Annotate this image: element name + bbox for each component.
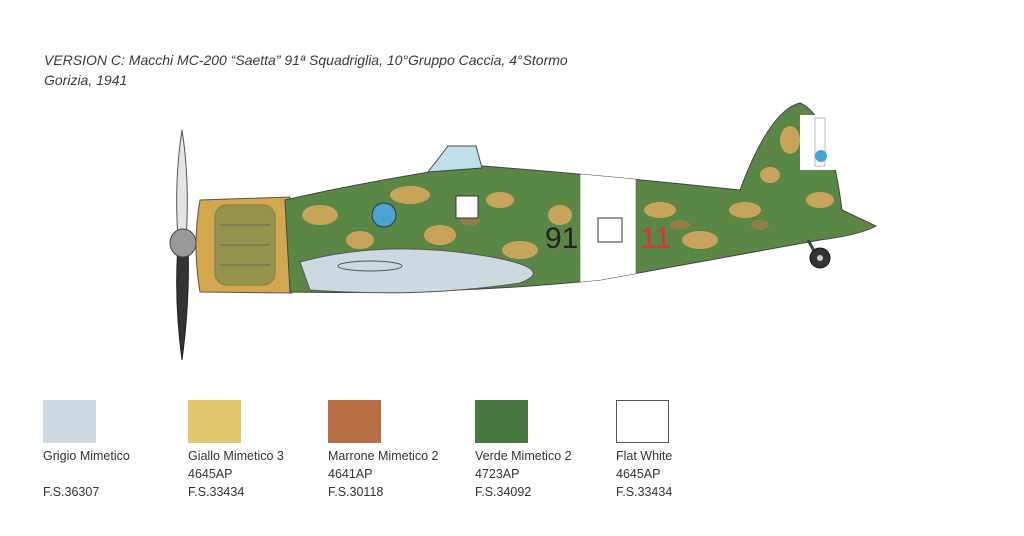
swatch-fs: F.S.33434 — [616, 485, 673, 499]
swatch-giallo-mimetico: Giallo Mimetico 3 4645AP F.S.33434 — [188, 400, 338, 499]
swatch-name: Flat White — [616, 449, 673, 463]
color-chip — [616, 400, 669, 443]
swatch-code: 4645AP — [188, 467, 233, 481]
fasces-badge — [597, 217, 623, 243]
version-title-line1: VERSION C: Macchi MC-200 “Saetta” 91ª Sq… — [44, 52, 568, 68]
swatch-fs: F.S.33434 — [188, 485, 245, 499]
rudder-cross — [800, 115, 840, 170]
swatch-name: Grigio Mimetico — [43, 449, 130, 463]
wing-underside — [299, 248, 534, 294]
version-title: VERSION C: Macchi MC-200 “Saetta” 91ª Sq… — [44, 50, 568, 90]
swatch-fs: F.S.36307 — [43, 485, 100, 499]
swatch-name: Giallo Mimetico 3 — [188, 449, 284, 463]
aircraft-profile-illustration: 91 11 — [169, 102, 878, 361]
swatch-fs: F.S.30118 — [328, 485, 384, 499]
swatch-code: 4723AP — [475, 467, 520, 481]
swatch-marrone-mimetico: Marrone Mimetico 2 4641AP F.S.30118 — [328, 400, 478, 499]
swatch-grigio-mimetico: Grigio Mimetico F.S.36307 — [43, 400, 193, 499]
color-chip — [475, 400, 528, 443]
squadron-number: 91 — [545, 222, 578, 255]
swatch-flat-white: Flat White 4645AP F.S.33434 — [616, 400, 766, 499]
propeller — [169, 129, 197, 361]
swatch-code: 4645AP — [616, 467, 661, 481]
swatch-name: Marrone Mimetico 2 — [328, 449, 439, 463]
swatch-verde-mimetico: Verde Mimetico 2 4723AP F.S.34092 — [475, 400, 625, 499]
aircraft-number: 11 — [640, 222, 671, 255]
swatch-code: 4641AP — [328, 467, 373, 481]
color-chip — [43, 400, 96, 443]
engine-detail — [214, 204, 276, 286]
cockpit-canopy — [426, 145, 483, 173]
unit-badge — [455, 195, 479, 219]
swatch-name: Verde Mimetico 2 — [475, 449, 572, 463]
squadron-emblem — [371, 202, 397, 228]
version-title-line2: Gorizia, 1941 — [44, 72, 128, 88]
swatch-fs: F.S.34092 — [475, 485, 532, 499]
color-chip — [188, 400, 241, 443]
color-chip — [328, 400, 381, 443]
